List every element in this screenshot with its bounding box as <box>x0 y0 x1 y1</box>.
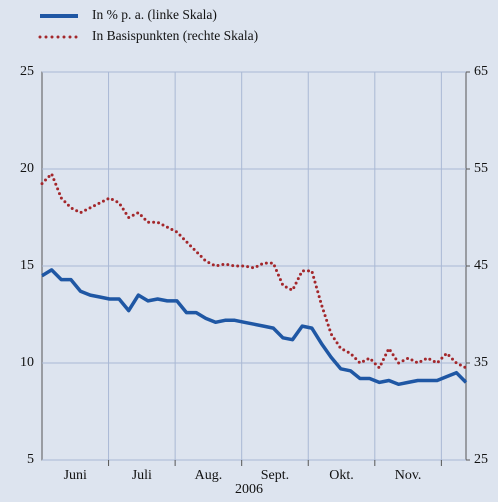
y-tick-label: 20 <box>20 161 34 176</box>
x-tick-label: Okt. <box>329 468 354 483</box>
y2-tick-label: 25 <box>474 452 488 467</box>
legend-label: In Basispunkten (rechte Skala) <box>92 28 258 43</box>
x-tick-label: Sept. <box>261 468 289 483</box>
y2-tick-label: 35 <box>474 355 488 370</box>
y-tick-label: 25 <box>20 64 34 79</box>
y2-tick-label: 55 <box>474 161 488 176</box>
x-tick-label: Aug. <box>195 468 223 483</box>
x-tick-label: Nov. <box>395 468 422 483</box>
y-tick-label: 15 <box>20 258 34 273</box>
legend-label: In % p. a. (linke Skala) <box>92 7 217 22</box>
series-line <box>40 172 468 370</box>
x-axis-label: 2006 <box>235 482 263 497</box>
y-tick-label: 5 <box>27 452 34 467</box>
y-tick-label: 10 <box>20 355 34 370</box>
x-tick-label: Juni <box>64 468 87 483</box>
series-line <box>41 268 468 387</box>
x-tick-label: Juli <box>132 468 152 483</box>
legend: In % p. a. (linke Skala) In Basispunkten … <box>38 7 258 43</box>
y2-tick-label: 65 <box>474 64 488 79</box>
y2-tick-label: 45 <box>474 258 488 273</box>
